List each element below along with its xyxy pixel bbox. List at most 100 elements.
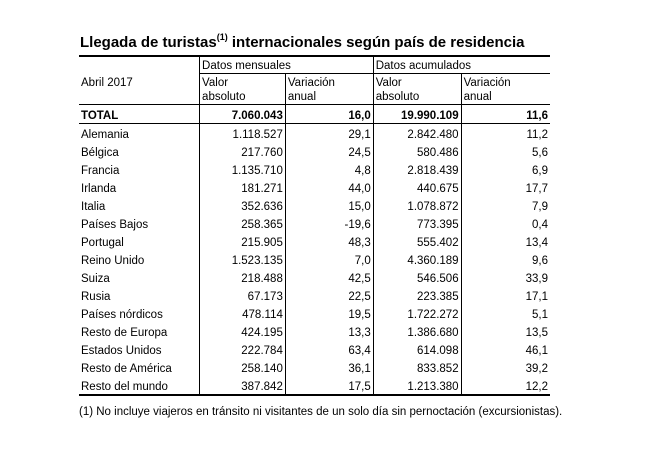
country-label: Estados Unidos <box>81 345 162 357</box>
table-cell: 36,1 <box>284 358 374 376</box>
table-row: Países Bajos 258.365 -19,6 773.395 0,4 <box>79 214 550 232</box>
empty-header-cell <box>79 90 200 105</box>
table-cell: 555.402 <box>372 232 462 250</box>
table-cell: 48,3 <box>284 232 374 250</box>
table-cell: 2.818.439 <box>372 160 462 178</box>
sub-header-cell: Valor <box>372 73 462 90</box>
table-cell: 1.078.872 <box>372 196 462 214</box>
table-cell: 17,1 <box>460 286 550 304</box>
corner-cell <box>79 55 200 74</box>
country-label: Países nórdicos <box>81 309 163 321</box>
sub-header-row-1: Abril 2017 Valor Variación Valor Variaci… <box>79 73 550 90</box>
country-label: Bélgica <box>81 147 119 159</box>
table-cell: 7,0 <box>284 250 374 268</box>
table-cell: 29,1 <box>284 123 374 142</box>
group-header-cumulative: Datos acumulados <box>372 55 550 74</box>
table-cell: 46,1 <box>460 340 550 358</box>
table-cell: 440.675 <box>372 178 462 196</box>
table-cell: 181.271 <box>199 178 286 196</box>
table-cell: 580.486 <box>372 142 462 160</box>
tourism-table: Datos mensuales Datos acumulados Abril 2… <box>79 55 550 396</box>
table-row: Resto de Europa 424.195 13,3 1.386.680 13,5 <box>79 322 550 340</box>
table-cell: 39,2 <box>460 358 550 376</box>
total-value: 16,0 <box>284 104 374 124</box>
table-cell: 218.488 <box>199 268 286 286</box>
table-cell: -19,6 <box>284 214 374 232</box>
sub-header-cell: anual <box>460 90 550 105</box>
table-cell: 5,6 <box>460 142 550 160</box>
table-row: Estados Unidos 222.784 63,4 614.098 46,1 <box>79 340 550 358</box>
table-cell: 223.385 <box>372 286 462 304</box>
table-cell: 19,5 <box>284 304 374 322</box>
table-cell: 17,5 <box>284 376 374 396</box>
sub-header-cell: anual <box>284 90 374 105</box>
table-cell: 4,8 <box>284 160 374 178</box>
table-row: Suiza 218.488 42,5 546.506 33,9 <box>79 268 550 286</box>
table-cell: 17,7 <box>460 178 550 196</box>
table-cell: 1.386.680 <box>372 322 462 340</box>
total-value: 7.060.043 <box>199 104 286 124</box>
country-label: Francia <box>81 165 120 177</box>
table-cell: 1.213.380 <box>372 376 462 396</box>
table-cell: 773.395 <box>372 214 462 232</box>
table-cell: 424.195 <box>199 322 286 340</box>
table-cell: 13,5 <box>460 322 550 340</box>
country-label: Resto de América <box>81 363 172 375</box>
table-cell: 217.760 <box>199 142 286 160</box>
table-cell: 258.365 <box>199 214 286 232</box>
table-cell: 0,4 <box>460 214 550 232</box>
table-cell: 5,1 <box>460 304 550 322</box>
table-cell: 352.636 <box>199 196 286 214</box>
country-label: Portugal <box>81 237 124 249</box>
table-cell: 33,9 <box>460 268 550 286</box>
table-row: Bélgica 217.760 24,5 580.486 5,6 <box>79 142 550 160</box>
country-label: Reino Unido <box>81 255 145 267</box>
table-cell: 546.506 <box>372 268 462 286</box>
table-row: Países nórdicos 478.114 19,5 1.722.272 5,1 <box>79 304 550 322</box>
table-row: Reino Unido 1.523.135 7,0 4.360.189 9,6 <box>79 250 550 268</box>
country-label: Alemania <box>81 129 129 141</box>
table-cell: 1.135.710 <box>199 160 286 178</box>
table-cell: 44,0 <box>284 178 374 196</box>
table-cell: 13,3 <box>284 322 374 340</box>
title-text-rest: internacionales según país de residencia <box>227 34 525 51</box>
country-label: Irlanda <box>81 183 117 195</box>
group-header-row: Datos mensuales Datos acumulados <box>79 55 550 74</box>
title-text: Llegada de turistas <box>80 34 217 51</box>
country-label: Suiza <box>81 273 110 285</box>
table-row: Rusia 67.173 22,5 223.385 17,1 <box>79 286 550 304</box>
period-label: Abril 2017 <box>81 77 133 89</box>
sub-header-cell: Variación <box>284 73 374 90</box>
tourism-table-container: Datos mensuales Datos acumulados Abril 2… <box>79 55 550 396</box>
total-value: 19.990.109 <box>372 104 462 124</box>
table-row: Italia 352.636 15,0 1.078.872 7,9 <box>79 196 550 214</box>
table-row: Alemania 1.118.527 29,1 2.842.480 11,2 <box>79 123 550 142</box>
table-row: Irlanda 181.271 44,0 440.675 17,7 <box>79 178 550 196</box>
total-value: 11,6 <box>460 104 550 124</box>
table-cell: 222.784 <box>199 340 286 358</box>
table-cell: 63,4 <box>284 340 374 358</box>
table-row: Resto de América 258.140 36,1 833.852 39,2 <box>79 358 550 376</box>
sub-header-cell: absoluto <box>199 90 286 105</box>
table-cell: 67.173 <box>199 286 286 304</box>
sub-header-cell: Variación <box>460 73 550 90</box>
country-label: Italia <box>81 201 106 213</box>
table-cell: 13,4 <box>460 232 550 250</box>
table-cell: 387.842 <box>199 376 286 396</box>
sub-header-cell: Valor <box>199 73 286 90</box>
title-footnote-marker: (1) <box>216 32 228 42</box>
table-cell: 7,9 <box>460 196 550 214</box>
table-cell: 1.118.527 <box>199 123 286 142</box>
table-cell: 15,0 <box>284 196 374 214</box>
group-header-monthly: Datos mensuales <box>199 55 374 74</box>
country-label: Resto del mundo <box>79 376 200 396</box>
country-label: Rusia <box>81 291 111 303</box>
country-label: Resto de Europa <box>81 327 168 339</box>
total-label: TOTAL <box>79 104 200 124</box>
table-cell: 4.360.189 <box>372 250 462 268</box>
total-row: TOTAL 7.060.043 16,0 19.990.109 11,6 <box>79 104 550 124</box>
table-cell: 1.722.272 <box>372 304 462 322</box>
table-cell: 24,5 <box>284 142 374 160</box>
sub-header-cell: absoluto <box>372 90 462 105</box>
table-cell: 833.852 <box>372 358 462 376</box>
